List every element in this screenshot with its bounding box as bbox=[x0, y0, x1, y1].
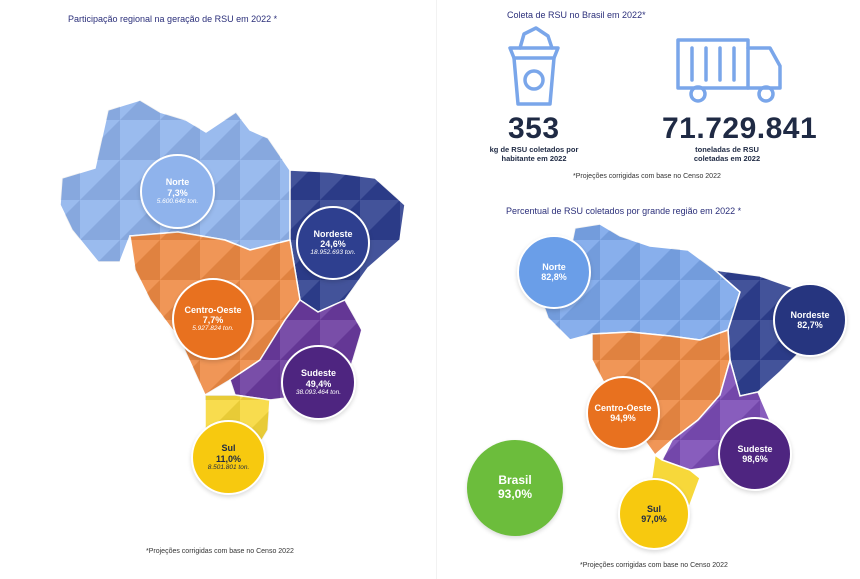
bubble-brasil: Brasil 93,0% bbox=[467, 440, 563, 536]
region-pct: 11,0% bbox=[215, 453, 242, 464]
region-name: Brasil bbox=[498, 473, 532, 488]
region-tons: 5.927.824 ton. bbox=[192, 325, 234, 333]
region-pct: 7,7% bbox=[202, 315, 224, 326]
region-name: Centro-Oeste bbox=[594, 402, 652, 413]
bubble-centro-oeste-right: Centro-Oeste 94,9% bbox=[586, 376, 660, 450]
region-name: Sul bbox=[646, 503, 661, 514]
region-pct: 93,0% bbox=[497, 487, 533, 501]
region-name: Sul bbox=[221, 443, 236, 454]
region-pct: 7,3% bbox=[167, 187, 188, 198]
region-name: Centro-Oeste bbox=[184, 304, 242, 315]
region-pct: 49,4% bbox=[305, 378, 332, 389]
bubble-nordeste-left: Nordeste 24,6% 18.952.693 ton. bbox=[296, 206, 370, 280]
bubble-norte-right: Norte 82,8% bbox=[517, 235, 591, 309]
panel-divider bbox=[436, 0, 437, 579]
region-tons: 8.501.801 ton. bbox=[207, 463, 250, 471]
region-name: Sudeste bbox=[737, 443, 773, 454]
region-pct: 82,7% bbox=[797, 320, 823, 330]
region-pct: 24,6% bbox=[320, 239, 346, 250]
region-pct: 98,6% bbox=[742, 454, 768, 464]
region-name: Sudeste bbox=[300, 368, 336, 379]
left-footnote: *Projeções corrigidas com base no Censo … bbox=[146, 548, 294, 555]
bubble-nordeste-right: Nordeste 82,7% bbox=[773, 283, 847, 357]
bubble-sul-right: Sul 97,0% bbox=[618, 478, 690, 550]
right-footnote: *Projeções corrigidas com base no Censo … bbox=[580, 562, 728, 569]
region-name: Norte bbox=[542, 261, 566, 272]
region-pct: 97,0% bbox=[641, 514, 667, 524]
collection-title: Coleta de RSU no Brasil em 2022* bbox=[507, 10, 646, 20]
per-capita-label: kg de RSU coletados por habitante em 202… bbox=[489, 145, 579, 163]
region-tons: 18.952.693 ton. bbox=[310, 249, 356, 257]
bubble-centro-oeste-left: Centro-Oeste 7,7% 5.927.824 ton. bbox=[172, 278, 254, 360]
bubble-sul-left: Sul 11,0% 8.501.801 ton. bbox=[191, 420, 266, 495]
region-pct: 82,8% bbox=[541, 272, 567, 282]
region-tons: 38.093.464 ton. bbox=[295, 388, 342, 396]
left-title: Participação regional na geração de RSU … bbox=[68, 14, 278, 24]
region-pct: 94,9% bbox=[610, 413, 636, 423]
region-name: Nordeste bbox=[313, 228, 353, 239]
region-tons: 5.600.646 ton. bbox=[156, 197, 199, 205]
collection-footnote: *Projeções corrigidas com base no Censo … bbox=[573, 173, 721, 180]
total-value: 71.729.841 bbox=[662, 112, 818, 145]
bubble-sudeste-right: Sudeste 98,6% bbox=[718, 417, 792, 491]
total-label: toneladas de RSU coletadas em 2022 bbox=[693, 145, 761, 163]
bubble-sudeste-left: Sudeste 49,4% 38.093.464 ton. bbox=[281, 345, 356, 420]
region-name: Norte bbox=[165, 177, 190, 188]
region-name: Nordeste bbox=[790, 309, 830, 320]
right-title: Percentual de RSU coletados por grande r… bbox=[506, 206, 742, 216]
per-capita-value: 353 bbox=[508, 112, 560, 145]
bubble-norte-left: Norte 7,3% 5.600.646 ton. bbox=[140, 154, 215, 229]
